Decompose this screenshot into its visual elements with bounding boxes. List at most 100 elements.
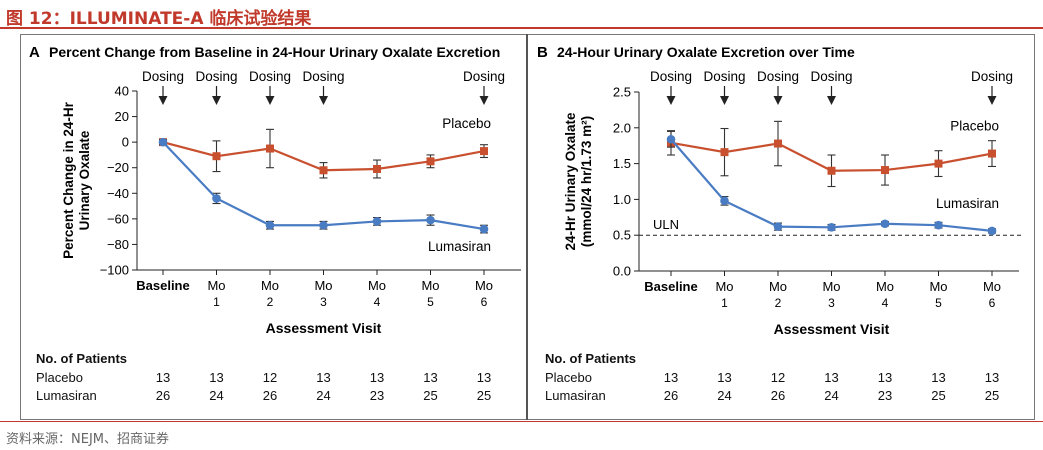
lumasiran-point xyxy=(265,220,275,230)
y-tick-label: 0.5 xyxy=(613,228,631,243)
patients-count-cell: 13 xyxy=(155,370,171,385)
lumasiran-point xyxy=(880,219,890,229)
patients-row-label-lumasiran: Lumasiran xyxy=(36,388,97,403)
chart-panel-b: B 24-Hour Urinary Oxalate Excretion over … xyxy=(537,44,1024,337)
y-axis-title-line2: Urinary Oxalate xyxy=(77,130,92,230)
patients-table-b: No. of Patients Placebo Lumasiran 13 13 12… xyxy=(545,351,1025,411)
y-tick-label: −20 xyxy=(107,160,129,175)
y-tick-label: 1.0 xyxy=(613,192,631,207)
patients-count-cell: 13 xyxy=(476,370,492,385)
x-tick-sublabel: 3 xyxy=(828,296,835,310)
dosing-label: Dosing xyxy=(971,69,1013,84)
patients-count-cell: 25 xyxy=(476,388,492,403)
x-tick-label: Mo xyxy=(876,279,894,294)
dosing-arrow-icon xyxy=(479,96,489,105)
x-tick-sublabel: 2 xyxy=(775,296,782,310)
dosing-label: Dosing xyxy=(142,69,184,84)
dosing-label: Dosing xyxy=(302,69,344,84)
patients-row-label-placebo: Placebo xyxy=(545,370,592,385)
x-axis-title: Assessment Visit xyxy=(774,321,890,337)
patients-row-label-placebo: Placebo xyxy=(36,370,83,385)
y-tick-label: 1.5 xyxy=(613,156,631,171)
source-rule xyxy=(0,421,1043,422)
patients-count-cell: 13 xyxy=(423,370,438,385)
y-tick-label: 20 xyxy=(115,109,129,124)
dosing-arrow-icon xyxy=(666,96,676,105)
placebo-series-label: Placebo xyxy=(442,116,491,131)
placebo-point xyxy=(212,152,221,161)
lumasiran-point xyxy=(479,224,489,234)
placebo-point xyxy=(934,159,943,168)
lumasiran-point xyxy=(372,217,382,226)
x-tick-label: Mo xyxy=(368,278,386,293)
chart-panel-a: A Percent Change from Baseline in 24-Hour… xyxy=(29,44,521,336)
x-tick-label: Mo xyxy=(983,279,1001,294)
patients-count-cell: 25 xyxy=(931,388,946,403)
chart-title: 24-Hour Urinary Oxalate Excretion over T… xyxy=(557,44,855,60)
patients-count-cell: 24 xyxy=(717,388,732,403)
patients-count-cell: 13 xyxy=(824,370,839,385)
lumasiran-series-label: Lumasiran xyxy=(936,196,999,211)
patients-row-label-lumasiran: Lumasiran xyxy=(545,388,606,403)
y-tick-label: 0 xyxy=(122,135,129,150)
patients-count-cell: 25 xyxy=(423,388,438,403)
x-tick-label: Baseline xyxy=(136,278,189,293)
dosing-arrow-icon xyxy=(212,96,221,105)
dosing-label: Dosing xyxy=(249,69,291,84)
x-tick-label: Mo xyxy=(475,278,493,293)
patients-header: No. of Patients xyxy=(36,351,128,366)
caption-rule xyxy=(0,27,1043,29)
dosing-arrow-icon xyxy=(265,96,275,105)
y-tick-label: −100 xyxy=(100,263,129,278)
lumasiran-point xyxy=(158,137,168,147)
panel-letter: A xyxy=(29,44,40,61)
lumasiran-point xyxy=(319,220,328,230)
patients-count-cell: 13 xyxy=(717,370,732,385)
x-tick-sublabel: 5 xyxy=(427,295,434,309)
patients-count-cell: 13 xyxy=(209,370,224,385)
x-tick-label: Mo xyxy=(421,278,439,293)
x-tick-sublabel: 1 xyxy=(213,295,220,309)
y-axis-title-line1: 24-Hr Urinary Oxalate xyxy=(563,112,578,251)
dosing-arrow-icon xyxy=(773,96,783,105)
x-tick-label: Mo xyxy=(769,279,787,294)
patients-count-cell: 12 xyxy=(770,370,786,385)
patients-count-cell: 23 xyxy=(877,388,893,403)
x-tick-sublabel: 5 xyxy=(935,296,942,310)
lumasiran-point xyxy=(987,226,997,236)
placebo-point xyxy=(373,164,381,173)
placebo-point xyxy=(720,148,729,157)
placebo-point xyxy=(319,166,328,175)
dosing-arrow-icon xyxy=(720,96,729,105)
patients-count-cell: 13 xyxy=(663,370,679,385)
patients-count-cell: 13 xyxy=(984,370,1000,385)
lumasiran-point xyxy=(666,134,676,144)
placebo-series-label: Placebo xyxy=(950,119,999,134)
y-axis-title-line2: (mmol/24 hr/1.73 m²) xyxy=(579,116,594,247)
dosing-arrow-icon xyxy=(827,96,836,105)
lumasiran-point xyxy=(827,223,836,232)
dosing-label: Dosing xyxy=(650,69,692,84)
placebo-point xyxy=(827,166,836,175)
patients-count-cell: 23 xyxy=(369,388,385,403)
placebo-point xyxy=(774,139,782,148)
x-tick-label: Mo xyxy=(314,278,332,293)
x-tick-sublabel: 4 xyxy=(882,296,889,310)
placebo-point xyxy=(426,157,435,166)
x-tick-sublabel: 3 xyxy=(320,295,327,309)
x-tick-sublabel: 6 xyxy=(989,296,996,310)
patients-count-cell: 13 xyxy=(931,370,946,385)
lumasiran-point xyxy=(934,220,943,230)
dosing-label: Dosing xyxy=(810,69,852,84)
y-tick-label: −40 xyxy=(107,186,129,201)
lumasiran-point xyxy=(773,222,783,231)
y-tick-label: 40 xyxy=(115,84,129,99)
y-tick-label: −60 xyxy=(107,211,129,226)
patients-count-cell: 13 xyxy=(877,370,893,385)
y-tick-label: 2.0 xyxy=(613,120,631,135)
dosing-arrow-icon xyxy=(158,96,168,105)
x-tick-label: Baseline xyxy=(644,279,697,294)
chart-title: Percent Change from Baseline in 24-Hour … xyxy=(49,44,500,60)
x-axis-title: Assessment Visit xyxy=(266,320,382,336)
lumasiran-point xyxy=(212,194,221,203)
